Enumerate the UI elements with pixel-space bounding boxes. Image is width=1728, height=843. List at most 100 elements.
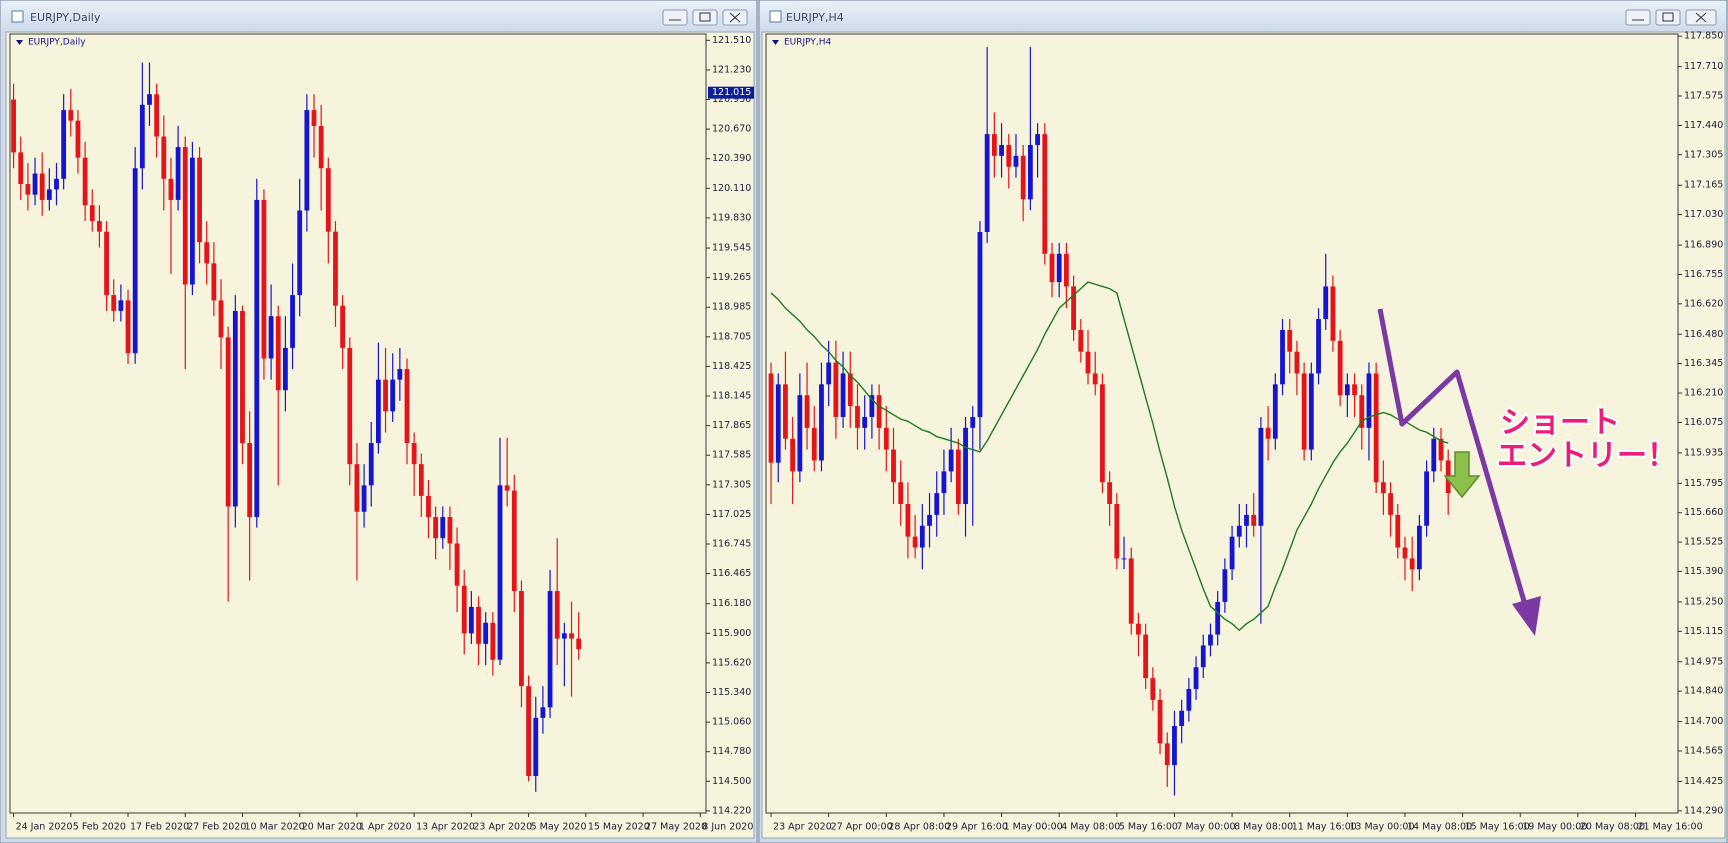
y-tick-label: 116.480	[1684, 329, 1723, 340]
y-tick-label: 114.500	[712, 776, 751, 787]
x-tick-label: 13 Apr 2020	[416, 822, 475, 833]
x-tick-label: 24 Jan 2020	[16, 822, 73, 833]
candle-body	[1164, 743, 1170, 766]
candle-body	[1121, 558, 1127, 560]
x-tick-label: 13 May 00:00	[1349, 822, 1414, 833]
candle-body	[1193, 667, 1199, 689]
y-tick-label: 120.390	[712, 153, 751, 164]
y-tick-label: 120.670	[712, 124, 751, 135]
candle-body	[1150, 678, 1156, 700]
candle-body	[204, 242, 210, 264]
candle-body	[905, 504, 911, 537]
candle-body	[891, 449, 896, 483]
candle-body	[247, 443, 253, 518]
candle-body	[497, 485, 503, 660]
candle-body	[97, 221, 102, 232]
candle-body	[833, 362, 839, 417]
plot-frame	[9, 33, 707, 814]
candle-body	[61, 110, 67, 179]
candle-body	[862, 416, 868, 428]
candle-body	[1352, 384, 1357, 396]
candle-body	[75, 120, 81, 158]
x-tick-label: 19 May 00:00	[1522, 822, 1587, 833]
candle-body	[282, 347, 288, 391]
maximize-button[interactable]	[1655, 9, 1681, 26]
y-tick-label: 117.305	[712, 479, 751, 490]
candle-body	[1431, 438, 1437, 472]
candle-body	[948, 449, 954, 472]
candle-body	[1244, 514, 1249, 526]
x-tick-label: 1 Apr 2020	[359, 822, 412, 833]
window-icon	[11, 10, 24, 23]
y-tick-label: 116.465	[712, 568, 751, 579]
candle-body	[111, 295, 117, 311]
y-tick-label: 118.425	[712, 361, 751, 372]
x-tick-label: 5 Feb 2020	[73, 822, 126, 833]
candle-body	[1380, 482, 1386, 494]
candle-body	[1280, 329, 1285, 385]
x-tick-label: 28 Apr 08:00	[888, 822, 950, 833]
candle-body	[1027, 144, 1033, 200]
maximize-button[interactable]	[692, 9, 718, 26]
candle-body	[934, 493, 940, 515]
y-tick-label: 116.345	[1684, 358, 1723, 369]
y-tick-label: 119.830	[712, 212, 751, 223]
candle-body	[840, 373, 846, 417]
y-tick-label: 118.985	[712, 302, 751, 313]
candle-body	[161, 136, 167, 179]
minimize-button[interactable]	[1625, 9, 1651, 26]
candle-body	[504, 485, 510, 491]
candle-body	[1078, 329, 1084, 352]
candle-body	[790, 438, 796, 472]
candle-body	[147, 94, 152, 105]
y-tick-label: 117.030	[1684, 209, 1723, 220]
candle-body	[197, 157, 202, 243]
candle-body	[1251, 514, 1257, 526]
y-tick-label: 115.115	[1684, 626, 1723, 637]
x-tick-label: 11 May 16:00	[1292, 822, 1357, 833]
candle-body	[268, 316, 274, 359]
candle-body	[811, 427, 817, 461]
x-tick-label: 27 Apr 00:00	[831, 822, 893, 833]
candle-body	[1013, 155, 1019, 167]
candle-body	[290, 295, 295, 348]
y-tick-label: 117.865	[712, 420, 751, 431]
y-tick-label: 115.060	[712, 717, 751, 728]
x-tick-label: 27 Feb 2020	[187, 822, 246, 833]
window-title: EURJPY,H4	[786, 11, 844, 24]
candle-body	[1294, 351, 1300, 374]
candle-body	[440, 517, 446, 539]
y-tick-label: 114.780	[712, 746, 751, 757]
candle-body	[1215, 601, 1221, 635]
candle-body	[25, 184, 31, 195]
candle-body	[1229, 536, 1235, 570]
x-tick-label: 15 May 2020	[588, 822, 650, 833]
candle-body	[511, 490, 517, 592]
candle-body	[190, 157, 195, 285]
candle-body	[1136, 623, 1141, 635]
y-tick-label: 114.290	[1684, 805, 1723, 816]
candle-body	[218, 300, 224, 338]
annotation-group: ショート エントリー！	[1377, 308, 1679, 636]
window-buttons[interactable]	[662, 9, 748, 26]
candle-body	[999, 144, 1004, 156]
candle-body	[1373, 373, 1379, 483]
candle-body	[397, 369, 403, 380]
y-tick-label: 121.510	[712, 35, 751, 46]
candle-body	[333, 231, 338, 306]
minimize-button[interactable]	[662, 9, 688, 26]
x-tick-label: 4 May 08:00	[1061, 822, 1120, 833]
y-tick-label: 117.850	[1684, 31, 1723, 42]
candle-body	[375, 379, 381, 444]
candle-body	[1128, 558, 1134, 624]
candle-body	[912, 536, 918, 548]
candle-body	[963, 427, 968, 505]
candle-body	[826, 362, 832, 385]
y-tick-label: 116.620	[1684, 298, 1723, 309]
candle-body	[383, 379, 388, 412]
window-icon	[769, 10, 782, 23]
candle-body	[554, 591, 560, 639]
x-tick-label: 8 Jun 2020	[702, 822, 753, 833]
window-buttons[interactable]	[1625, 9, 1717, 26]
candle-body	[526, 686, 532, 777]
